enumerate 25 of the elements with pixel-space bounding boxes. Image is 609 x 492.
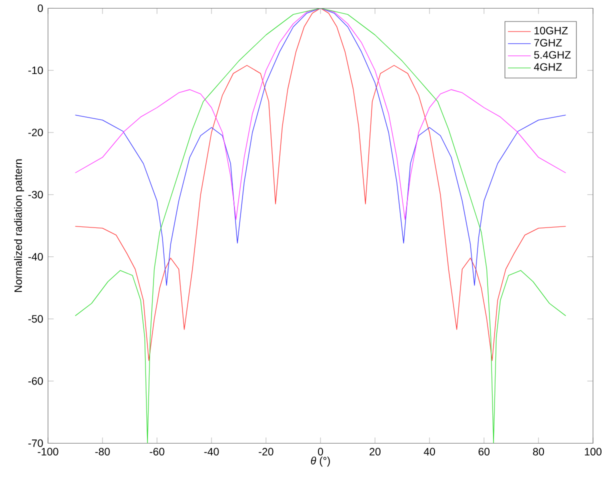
- y-tick-label: -50: [28, 315, 43, 323]
- x-tick-label: 100: [584, 448, 602, 456]
- y-tick-label: -70: [28, 439, 43, 447]
- y-tick-label: -30: [28, 190, 43, 198]
- x-axis-title: θ (°): [310, 456, 330, 466]
- x-tick-label: 80: [533, 448, 544, 456]
- x-tick-label: -60: [150, 448, 164, 456]
- legend-label: 4GHZ: [534, 63, 562, 71]
- x-tick-label: 40: [424, 448, 436, 456]
- y-tick-label: -20: [28, 128, 43, 136]
- y-tick-label: -60: [28, 377, 43, 385]
- x-tick-label: 20: [370, 448, 381, 456]
- x-tick-label: -40: [204, 448, 219, 456]
- legend-label: 10GHZ: [534, 26, 568, 34]
- x-tick-label: -20: [258, 448, 274, 456]
- x-tick-label: 0: [318, 448, 324, 456]
- y-axis-title: Normalized radiation pattern: [14, 159, 24, 292]
- legend-label: 5.4GHZ: [534, 51, 571, 59]
- y-tick-label: -10: [28, 66, 43, 74]
- x-tick-label: -100: [38, 448, 58, 456]
- x-tick-label: -80: [95, 448, 110, 456]
- x-tick-label: 60: [478, 448, 490, 456]
- y-tick-label: -40: [28, 252, 43, 260]
- legend-label: 7GHZ: [534, 38, 562, 46]
- y-tick-label: 0: [38, 4, 43, 12]
